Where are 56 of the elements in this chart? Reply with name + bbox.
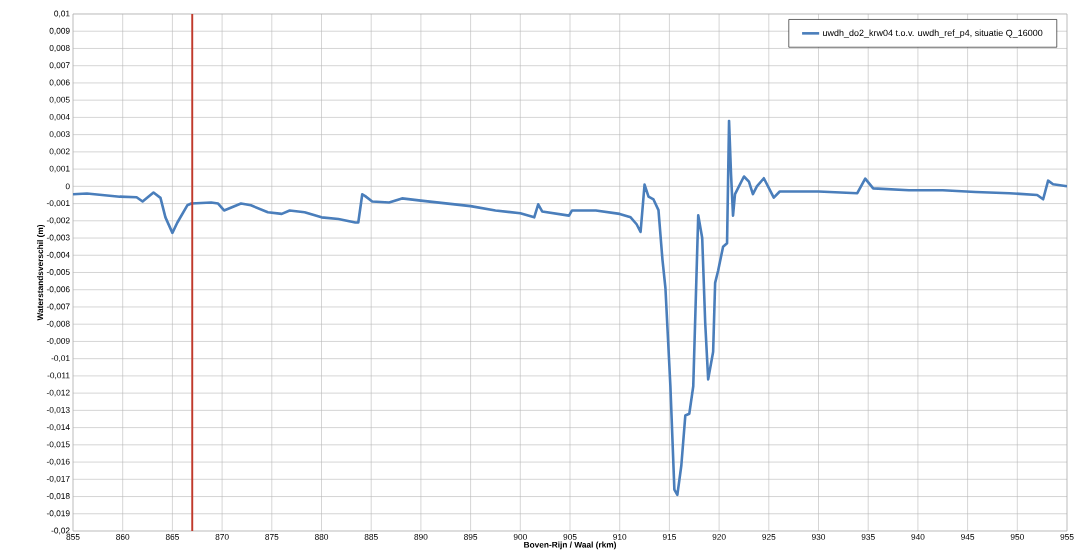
y-tick-label: -0,01 [51,355,70,363]
y-tick-label: 0,006 [49,79,70,87]
x-tick-label: 900 [513,533,527,540]
y-tick-label: -0,016 [46,458,70,466]
y-tick-label: 0,009 [49,27,70,35]
x-tick-label: 915 [662,533,676,540]
x-tick-label: 945 [961,533,975,540]
y-tick-label: 0,004 [49,113,70,121]
x-tick-label: 875 [265,533,279,540]
y-tick-label: -0,006 [46,286,70,294]
x-tick-label: 880 [314,533,329,540]
y-tick-label: -0,003 [46,234,70,242]
x-tick-label: 890 [414,533,428,540]
y-tick-label: -0,015 [46,441,70,449]
y-tick-label: -0,02 [51,527,70,535]
x-tick-label: 925 [762,533,776,540]
y-axis-title: Waterstandsverschil (m) [37,224,45,321]
x-tick-label: 855 [66,533,80,540]
x-tick-label: 955 [1060,533,1074,540]
x-axis-title: Boven-Rijn / Waal (rkm) [524,541,617,550]
y-tick-label: -0,004 [46,251,70,259]
y-tick-label: 0,007 [49,62,70,70]
x-tick-label: 930 [811,533,826,540]
y-tick-label: -0,014 [46,424,70,432]
x-tick-label: 940 [911,533,925,540]
y-tick-label: 0,002 [49,148,70,156]
y-tick-label: -0,007 [46,303,70,311]
y-tick-label: 0,01 [54,10,70,18]
y-tick-label: 0,001 [49,165,70,173]
legend-label: uwdh_do2_krw04 t.o.v. uwdh_ref_p4, situatie Q_16000 [823,29,1043,38]
y-tick-label: -0,012 [46,389,70,397]
y-tick-label: -0,005 [46,269,70,276]
y-tick-label: -0,009 [46,338,70,345]
x-tick-label: 895 [464,533,478,540]
y-tick-label: -0,018 [46,493,70,500]
y-tick-label: -0,017 [46,475,70,483]
x-tick-label: 860 [116,533,130,540]
y-tick-label: -0,013 [46,406,70,414]
y-tick-label: 0,003 [49,131,70,139]
y-tick-label: 0,005 [49,96,70,104]
x-tick-label: 885 [364,533,378,540]
x-tick-label: 870 [215,533,229,540]
x-tick-label: 865 [165,533,179,540]
y-tick-label: 0,008 [49,45,70,52]
x-tick-label: 935 [861,533,875,540]
x-tick-label: 920 [712,533,726,540]
y-tick-label: -0,001 [46,200,70,207]
x-tick-label: 910 [613,533,627,540]
y-tick-label: -0,002 [46,217,70,225]
y-tick-label: 0 [65,183,70,190]
y-tick-label: -0,008 [46,320,70,328]
x-tick-label: 905 [563,533,577,540]
y-tick-label: -0,011 [47,372,70,380]
line-series [73,119,1068,497]
y-tick-label: -0,019 [46,510,70,518]
x-tick-label: 950 [1010,533,1024,540]
